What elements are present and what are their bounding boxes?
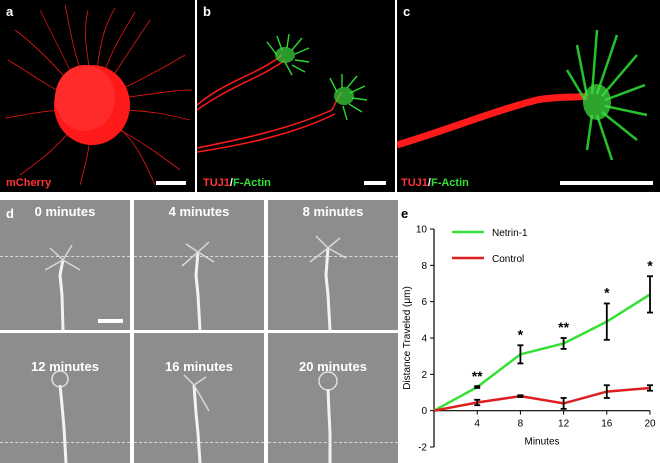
y-tick-label: 8 [421,261,427,272]
neurite-image [181,241,215,330]
neuron-explant-image [4,4,193,186]
frame-time-label: 16 minutes [165,359,233,374]
panel-a-stain-label: mCherry [6,177,52,189]
x-tick-label: 4 [474,419,480,430]
reference-line [268,256,398,257]
panel-c-label: c [403,4,411,19]
y-tick-label: 10 [416,225,428,236]
panel-a-label: a [6,4,14,19]
x-tick-label: 16 [601,419,613,430]
neurite-image [44,244,81,330]
single-growth-cone-image [397,29,648,161]
panel-c-micrograph: c TUJ1/F-Actin [397,0,660,192]
timelapse-frame-16: 16 minutes [134,333,264,463]
stain-tuj1: TUJ1 [203,177,230,189]
y-tick-label: 2 [421,370,427,381]
panel-b-scale-bar [364,181,386,185]
x-tick-label: 8 [518,419,524,430]
frame-time-label: 20 minutes [299,359,367,374]
significance-marker: * [518,326,524,342]
neurite-image [51,370,69,463]
frame-time-label: 0 minutes [34,204,96,219]
y-tick-label: -2 [418,443,427,454]
timelapse-frame-8: 8 minutes [268,200,398,330]
reference-line [134,442,264,443]
reference-line [0,256,130,257]
frame-time-label: 12 minutes [31,359,99,374]
panel-b-label: b [203,4,211,19]
panel-d-scale-bar [98,319,123,323]
growth-cones-image [197,33,368,153]
significance-marker: * [647,257,653,273]
distance-traveled-chart: -2 0 2 4 6 8 10 4 8 12 16 20 Minutes Distance Travele… [402,225,656,454]
panel-a-micrograph: a mCherry [0,0,195,192]
legend-label: Control [492,254,524,265]
significance-marker: ** [558,319,569,335]
timelapse-frame-0: 0 minutes [0,200,130,330]
timelapse-frame-12: 12 minutes [0,333,130,463]
panel-b-micrograph: b TUJ1/F-Actin [197,0,395,192]
stain-tuj1: TUJ1 [401,177,428,189]
panel-e-label: e [401,206,409,221]
neurite-image [318,371,338,463]
panel-c-stain-label: TUJ1/F-Actin [401,177,469,189]
panel-a-scale-bar [156,181,186,185]
neurite-image [183,374,210,463]
stain-factin: F-Actin [232,177,271,189]
x-tick-label: 12 [558,419,570,430]
panel-b-stain-label: TUJ1/F-Actin [203,177,271,189]
significance-marker: * [604,285,610,301]
reference-line [268,442,398,443]
reference-line [134,256,264,257]
timelapse-frame-4: 4 minutes [134,200,264,330]
legend-label: Netrin-1 [492,228,528,239]
x-axis-title: Minutes [524,437,559,448]
series-line-netrin [433,293,651,412]
panel-d-label: d [6,206,14,221]
significance-marker: ** [472,368,483,384]
y-tick-label: 6 [421,297,427,308]
stain-separator: / [229,177,233,189]
frame-time-label: 4 minutes [168,204,230,219]
panel-c-scale-bar [560,181,653,185]
frame-time-label: 8 minutes [302,204,364,219]
neurite-image [309,235,347,330]
x-tick-label: 20 [644,419,656,430]
y-tick-label: 4 [421,334,427,345]
series-line-control [433,386,651,412]
reference-line [0,442,130,443]
stain-factin: F-Actin [430,177,469,189]
y-tick-label: 0 [421,406,427,417]
stain-separator: / [427,177,431,189]
timelapse-frame-20: 20 minutes [268,333,398,463]
y-axis-title: Distance Traveled (μm) [402,286,413,390]
